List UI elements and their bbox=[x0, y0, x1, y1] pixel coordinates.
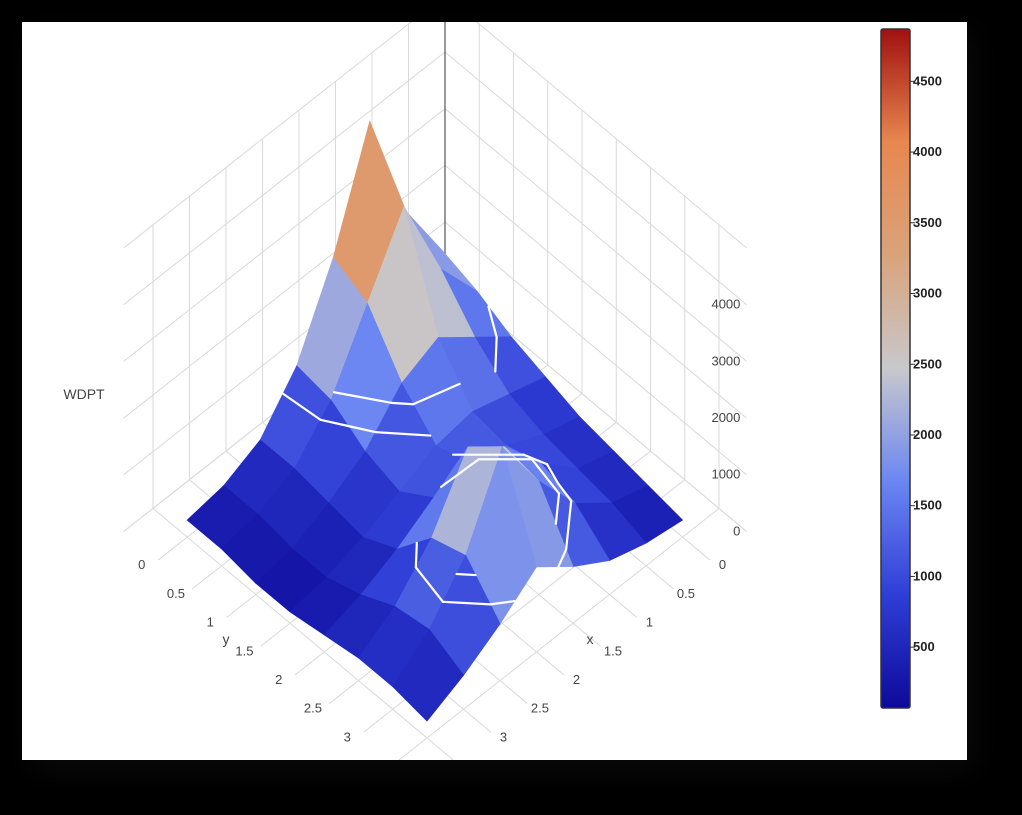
surface-patch bbox=[392, 628, 465, 722]
z-tick-label: 0 bbox=[733, 523, 740, 538]
y-tick-label: 0.5 bbox=[167, 586, 185, 601]
grid-line bbox=[444, 165, 747, 419]
contour-segment bbox=[374, 431, 432, 437]
x-tick-label: 1 bbox=[646, 615, 653, 630]
grid-line bbox=[123, 108, 446, 362]
grid-line bbox=[398, 508, 720, 760]
z-tick-label: 2000 bbox=[711, 410, 740, 425]
contour-segment bbox=[522, 453, 549, 466]
z-tick-label: 3000 bbox=[711, 353, 740, 368]
axis-ticks: 0 0.5 1 1.5 2 2.5 3 3.5 0 0.5 1 1.5 2 2.5 3 3.5 0 1000 200… bbox=[138, 297, 740, 760]
contour-segment bbox=[530, 458, 561, 495]
contour-segment bbox=[332, 391, 393, 404]
contour-segment bbox=[347, 424, 377, 434]
contour-segment bbox=[441, 600, 492, 606]
z-axis-title: WDPT bbox=[63, 386, 105, 402]
y-tick-label: 3 bbox=[344, 729, 351, 744]
contour-segment bbox=[319, 418, 350, 428]
grid-line bbox=[152, 508, 455, 760]
contour-segment bbox=[494, 335, 498, 373]
colorbar-tick-label: 1000 bbox=[913, 568, 942, 583]
y-tick-label: 1 bbox=[207, 615, 214, 630]
y-tick-label: 2 bbox=[275, 672, 282, 687]
y-axis-title: y bbox=[223, 631, 230, 647]
colorbar: 500 1000 1500 2000 2500 3000 3500 4000 4500 bbox=[880, 28, 942, 709]
colorbar-tick-label: 2500 bbox=[913, 356, 942, 371]
colorbar-gradient bbox=[880, 28, 911, 709]
contour-segment bbox=[414, 541, 418, 569]
contour-segment bbox=[439, 458, 480, 488]
contour-segment bbox=[489, 599, 516, 606]
x-axis-title: x bbox=[587, 631, 594, 647]
y-tick-label: 1.5 bbox=[235, 643, 253, 658]
colorbar-tick-label: 1500 bbox=[913, 498, 942, 513]
surface-plot[interactable]: 0 0.5 1 1.5 2 2.5 3 3.5 0 0.5 1 1.5 2 2.5 3 3.5 0 1000 200… bbox=[22, 22, 967, 760]
grid-line bbox=[476, 22, 747, 249]
colorbar-tick-label: 4000 bbox=[913, 144, 942, 159]
contour-segment bbox=[545, 463, 560, 485]
contour-segment bbox=[414, 566, 445, 603]
contour-segment bbox=[281, 392, 322, 421]
x-tick-label: 0.5 bbox=[677, 586, 695, 601]
x-tick-label: 1.5 bbox=[604, 643, 622, 658]
colorbar-tick-label: 4500 bbox=[913, 73, 942, 88]
contour-segment bbox=[557, 482, 573, 503]
chart-panel: 0 0.5 1 1.5 2 2.5 3 3.5 0 0.5 1 1.5 2 2.5 3 3.5 0 1000 200… bbox=[22, 22, 967, 760]
x-tick-label: 0 bbox=[719, 557, 726, 572]
grid-line bbox=[123, 51, 446, 305]
colorbar-tick-label: 3000 bbox=[913, 286, 942, 301]
contour-lines bbox=[281, 305, 573, 606]
contour-segment bbox=[557, 548, 568, 568]
z-tick-label: 1000 bbox=[711, 467, 740, 482]
x-tick-label: 2 bbox=[573, 672, 580, 687]
contour-segment bbox=[554, 492, 561, 525]
contour-segment bbox=[412, 382, 461, 406]
colorbar-tick-label: 3500 bbox=[913, 215, 942, 230]
y-tick-label: 0 bbox=[138, 557, 145, 572]
grid-line bbox=[444, 51, 747, 305]
grid-line bbox=[444, 108, 747, 362]
colorbar-ticks: 500 1000 1500 2000 2500 3000 3500 4000 4500 bbox=[910, 73, 942, 654]
contour-segment bbox=[390, 401, 415, 406]
contour-segment bbox=[487, 305, 498, 339]
colorbar-tick-label: 500 bbox=[913, 639, 935, 654]
surface-mesh[interactable] bbox=[186, 120, 684, 722]
contour-segment bbox=[455, 572, 477, 577]
y-tick-label: 2.5 bbox=[304, 701, 322, 716]
colorbar-tick-label: 2000 bbox=[913, 427, 942, 442]
y-tick-label: 3.5 bbox=[372, 758, 390, 760]
x-tick-label: 3.5 bbox=[458, 758, 476, 760]
z-tick-label: 4000 bbox=[711, 297, 740, 312]
x-tick-label: 3 bbox=[500, 729, 507, 744]
grid-line bbox=[123, 22, 412, 249]
contour-segment bbox=[565, 499, 573, 551]
grid-line bbox=[444, 221, 747, 476]
x-tick-label: 2.5 bbox=[531, 701, 549, 716]
